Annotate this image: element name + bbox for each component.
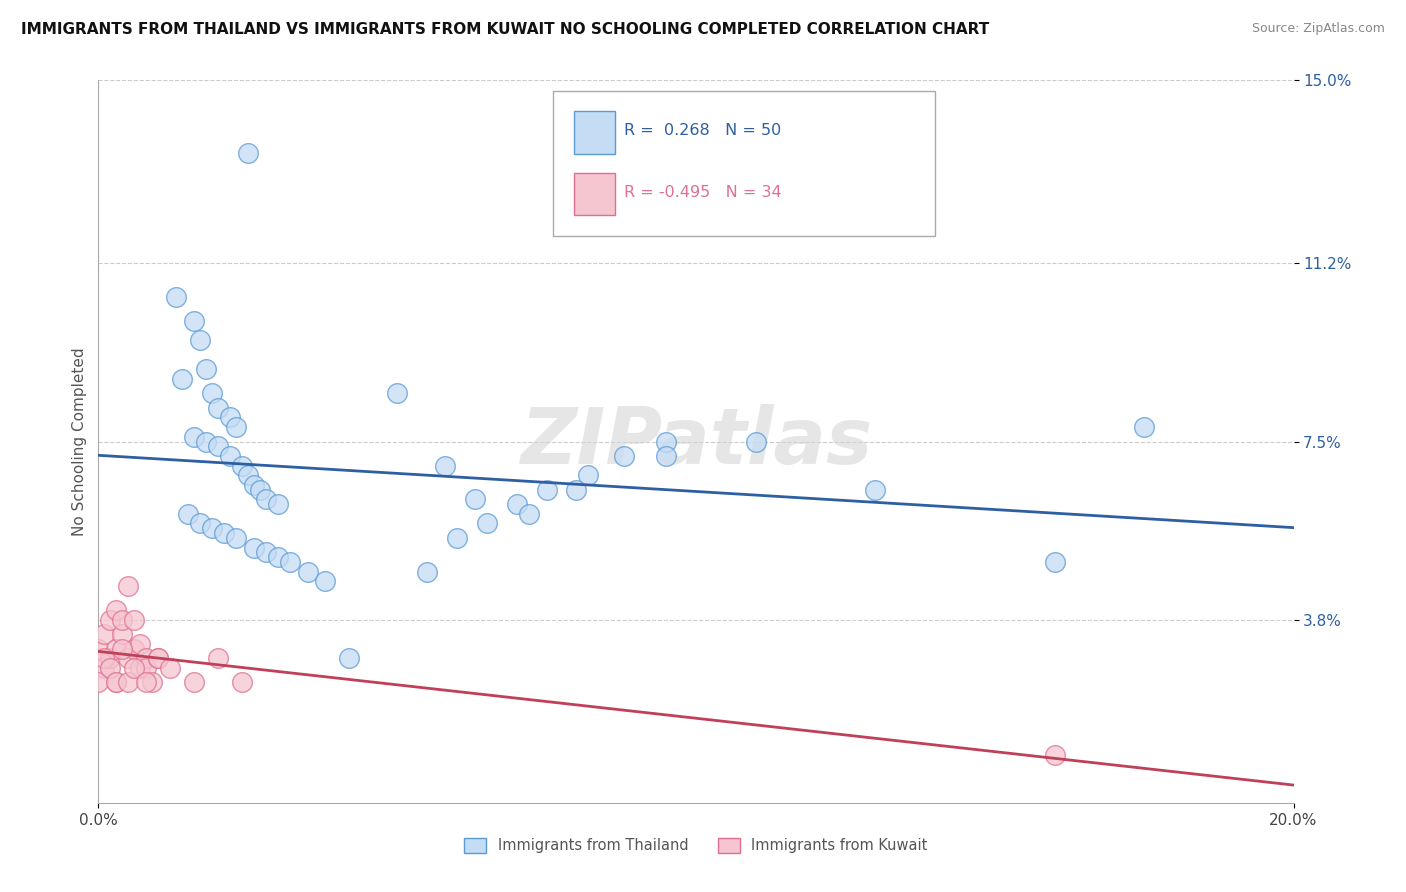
Point: [446, 531, 468, 545]
Point: [1043, 747, 1066, 762]
Point: [655, 449, 678, 463]
Point: [267, 497, 290, 511]
Point: [225, 531, 247, 545]
Point: [135, 675, 157, 690]
Point: [111, 627, 134, 641]
Point: [434, 458, 457, 473]
Point: [865, 483, 887, 497]
Point: [578, 468, 600, 483]
Point: [536, 483, 558, 497]
Point: [517, 507, 540, 521]
Point: [565, 483, 588, 497]
Point: [111, 641, 134, 656]
Point: [129, 661, 152, 675]
Point: [124, 641, 146, 656]
Point: [315, 574, 337, 589]
Point: [225, 420, 247, 434]
Point: [117, 651, 139, 665]
Point: [212, 526, 235, 541]
Point: [148, 651, 170, 665]
Point: [506, 497, 529, 511]
Point: [201, 386, 224, 401]
Point: [1133, 420, 1156, 434]
Text: ZIPatlas: ZIPatlas: [520, 403, 872, 480]
FancyBboxPatch shape: [574, 112, 614, 154]
Point: [159, 661, 181, 675]
Point: [93, 627, 115, 641]
Point: [129, 637, 152, 651]
Legend: Immigrants from Thailand, Immigrants from Kuwait: Immigrants from Thailand, Immigrants fro…: [457, 830, 935, 861]
Point: [236, 145, 259, 160]
Point: [87, 641, 110, 656]
Point: [165, 290, 187, 304]
Point: [135, 661, 157, 675]
Point: [124, 613, 146, 627]
Point: [243, 541, 266, 555]
Point: [172, 372, 194, 386]
Point: [93, 651, 115, 665]
Point: [231, 458, 253, 473]
Point: [201, 521, 224, 535]
Point: [117, 675, 139, 690]
Point: [249, 483, 271, 497]
Point: [339, 651, 361, 665]
Point: [117, 579, 139, 593]
Point: [148, 651, 170, 665]
Point: [87, 675, 110, 690]
Point: [464, 492, 486, 507]
Text: Source: ZipAtlas.com: Source: ZipAtlas.com: [1251, 22, 1385, 36]
Point: [267, 550, 290, 565]
Point: [254, 492, 277, 507]
Point: [98, 651, 122, 665]
FancyBboxPatch shape: [553, 91, 935, 235]
Point: [105, 675, 128, 690]
Point: [745, 434, 768, 449]
Text: IMMIGRANTS FROM THAILAND VS IMMIGRANTS FROM KUWAIT NO SCHOOLING COMPLETED CORREL: IMMIGRANTS FROM THAILAND VS IMMIGRANTS F…: [21, 22, 990, 37]
Point: [207, 439, 229, 453]
Point: [655, 434, 678, 449]
Point: [98, 613, 122, 627]
Point: [278, 555, 301, 569]
Point: [183, 314, 205, 328]
Point: [188, 516, 211, 531]
Point: [105, 675, 128, 690]
Point: [385, 386, 409, 401]
Point: [124, 661, 146, 675]
Point: [98, 661, 122, 675]
Point: [475, 516, 498, 531]
Point: [105, 641, 128, 656]
Point: [231, 675, 253, 690]
Point: [219, 449, 242, 463]
Point: [183, 430, 205, 444]
Point: [183, 675, 205, 690]
FancyBboxPatch shape: [574, 173, 614, 215]
Point: [93, 661, 115, 675]
Point: [207, 401, 229, 415]
Point: [613, 449, 636, 463]
Point: [254, 545, 277, 559]
Text: R = -0.495   N = 34: R = -0.495 N = 34: [624, 185, 782, 200]
Point: [177, 507, 200, 521]
Point: [243, 478, 266, 492]
Point: [1043, 555, 1066, 569]
Point: [207, 651, 229, 665]
Text: R =  0.268   N = 50: R = 0.268 N = 50: [624, 123, 782, 138]
Point: [135, 651, 157, 665]
Point: [297, 565, 319, 579]
Point: [105, 603, 128, 617]
Point: [195, 434, 218, 449]
Y-axis label: No Schooling Completed: No Schooling Completed: [72, 347, 87, 536]
Point: [236, 468, 259, 483]
Point: [219, 410, 242, 425]
Point: [195, 362, 218, 376]
Point: [141, 675, 163, 690]
Point: [188, 334, 211, 348]
Point: [111, 613, 134, 627]
Point: [416, 565, 439, 579]
